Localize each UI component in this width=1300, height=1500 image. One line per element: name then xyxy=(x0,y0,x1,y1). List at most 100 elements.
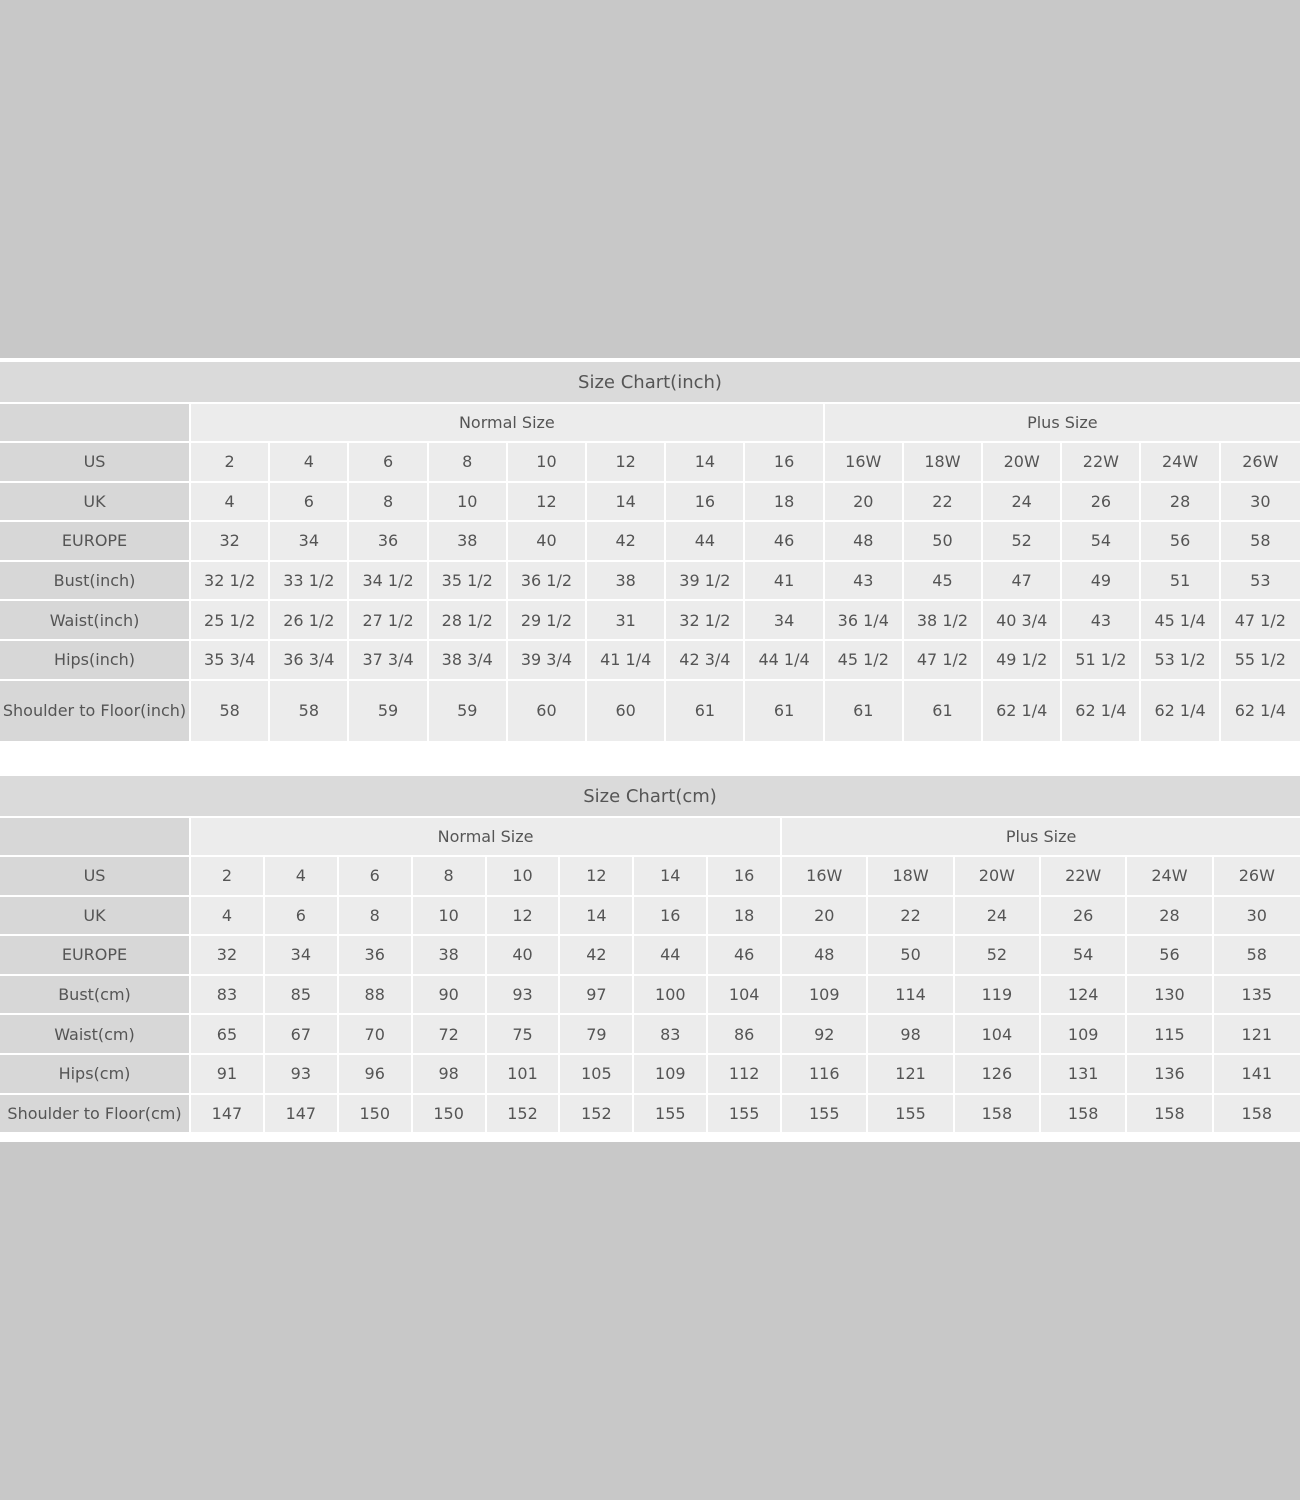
table-cell: 45 1/4 xyxy=(1141,601,1221,641)
table-cell: 26W xyxy=(1220,443,1300,483)
table-cell: 26 1/2 xyxy=(270,601,350,641)
table-cell: 115 xyxy=(1127,1015,1214,1055)
table-cell: 16W xyxy=(824,443,904,483)
row-label: EUROPE xyxy=(0,936,191,976)
table-cell: 6 xyxy=(349,443,429,483)
table-cell: 75 xyxy=(486,1015,561,1055)
table-cell: 25 1/2 xyxy=(191,601,271,641)
table-cell: 38 3/4 xyxy=(428,640,508,681)
table-cell: 8 xyxy=(428,443,508,483)
table-cell: 126 xyxy=(954,1054,1042,1095)
table-cell: 16 xyxy=(634,896,709,937)
row-label: US xyxy=(0,857,191,897)
table-cell: 40 xyxy=(486,936,561,976)
table-cell: 97 xyxy=(560,975,635,1016)
table-cell: 112 xyxy=(708,1054,783,1095)
table-row: Bust(inch) 32 1/2 33 1/2 34 1/2 35 1/2 36 1/2… xyxy=(0,561,1300,602)
table-cell: 10 xyxy=(507,443,588,483)
table-cell: 93 xyxy=(486,975,561,1016)
table-cell: 44 xyxy=(634,936,709,976)
table-cell: 104 xyxy=(954,1015,1042,1055)
table-cell: 47 1/2 xyxy=(1220,601,1300,641)
size-chart-cm: Size Chart(cm) Normal Size Plus Size US 2 4 6 8… xyxy=(0,776,1300,1135)
table-cell: 26 xyxy=(1062,482,1142,523)
table-cell: 41 1/4 xyxy=(587,640,667,681)
table-cell: 35 1/2 xyxy=(428,561,508,602)
table-cell: 49 1/2 xyxy=(983,640,1063,681)
table-cell: 46 xyxy=(708,936,783,976)
table-cell: 38 xyxy=(412,936,487,976)
table-cell: 41 xyxy=(745,561,825,602)
size-chart-inch: Size Chart(inch) Normal Size Plus Size US 2 4… xyxy=(0,362,1300,743)
table-cell: 20W xyxy=(954,857,1042,897)
table-cell: 36 1/4 xyxy=(824,601,904,641)
table-cell: 18W xyxy=(868,857,955,897)
table-cell: 147 xyxy=(191,1094,265,1135)
table-cell: 45 xyxy=(903,561,984,602)
table-cell: 114 xyxy=(868,975,955,1016)
table-cell: 60 xyxy=(507,680,588,743)
table-cell: 61 xyxy=(745,680,825,743)
table-cell: 155 xyxy=(868,1094,955,1135)
table-cell: 36 1/2 xyxy=(507,561,588,602)
table-cell: 34 xyxy=(264,936,339,976)
table-cell: 61 xyxy=(903,680,984,743)
group-header-row: Normal Size Plus Size xyxy=(0,818,1300,857)
table-row: EUROPE 32 34 36 38 40 42 44 46 48 50 52 54 56 58 xyxy=(0,936,1300,976)
table-cell: 56 xyxy=(1127,936,1214,976)
row-label: US xyxy=(0,443,192,483)
table-cell: 91 xyxy=(191,1054,265,1095)
table-cell: 92 xyxy=(782,1015,869,1055)
table-cell: 72 xyxy=(412,1015,487,1055)
table-cell: 52 xyxy=(983,522,1063,562)
table-row: Shoulder to Floor(inch) 58 58 59 59 60 60 61 61 6… xyxy=(0,680,1300,743)
table-cell: 12 xyxy=(587,443,667,483)
table-cell: 158 xyxy=(1213,1094,1300,1135)
table-cell: 150 xyxy=(412,1094,487,1135)
table-cell: 58 xyxy=(1220,522,1300,562)
table-cell: 62 1/4 xyxy=(1062,680,1142,743)
table-cell: 12 xyxy=(560,857,635,897)
table-cell: 16W xyxy=(782,857,869,897)
table-row: Waist(cm) 65 67 70 72 75 79 83 86 92 98 104 109 115 12… xyxy=(0,1015,1300,1055)
table-cell: 34 1/2 xyxy=(349,561,429,602)
table-cell: 10 xyxy=(428,482,508,523)
table-row: UK 4 6 8 10 12 14 16 18 20 22 24 26 28 30 xyxy=(0,896,1300,937)
table-cell: 56 xyxy=(1141,522,1221,562)
table-cell: 14 xyxy=(666,443,746,483)
row-label: Hips(cm) xyxy=(0,1054,191,1095)
corner-cell xyxy=(0,818,191,857)
table-cell: 152 xyxy=(560,1094,635,1135)
table-cell: 38 xyxy=(428,522,508,562)
table-cell: 54 xyxy=(1041,936,1128,976)
table-cell: 158 xyxy=(954,1094,1042,1135)
group-normal-size: Normal Size xyxy=(191,818,783,857)
table-cell: 31 xyxy=(587,601,667,641)
table-cell: 16 xyxy=(666,482,746,523)
table-cell: 59 xyxy=(428,680,508,743)
title-row: Size Chart(inch) xyxy=(0,362,1300,404)
table-cell: 6 xyxy=(270,482,350,523)
table-cell: 59 xyxy=(349,680,429,743)
table-cell: 39 1/2 xyxy=(666,561,746,602)
corner-cell xyxy=(0,404,192,443)
table-cell: 43 xyxy=(1062,601,1142,641)
chart-title: Size Chart(inch) xyxy=(0,362,1300,404)
row-label: Waist(inch) xyxy=(0,601,192,641)
table-cell: 45 1/2 xyxy=(824,640,904,681)
table-cell: 40 3/4 xyxy=(983,601,1063,641)
table-cell: 42 xyxy=(587,522,667,562)
table-cell: 100 xyxy=(634,975,709,1016)
table-cell: 155 xyxy=(782,1094,869,1135)
table-row: Shoulder to Floor(cm) 147 147 150 150 152 152 1… xyxy=(0,1094,1300,1135)
table-cell: 27 1/2 xyxy=(349,601,429,641)
row-label: Hips(inch) xyxy=(0,640,192,681)
table-cell: 22 xyxy=(903,482,984,523)
table-cell: 30 xyxy=(1213,896,1300,937)
table-cell: 141 xyxy=(1213,1054,1300,1095)
table-cell: 48 xyxy=(782,936,869,976)
table-cell: 14 xyxy=(587,482,667,523)
table-cell: 20 xyxy=(782,896,869,937)
table-cell: 135 xyxy=(1213,975,1300,1016)
group-header-row: Normal Size Plus Size xyxy=(0,404,1300,443)
